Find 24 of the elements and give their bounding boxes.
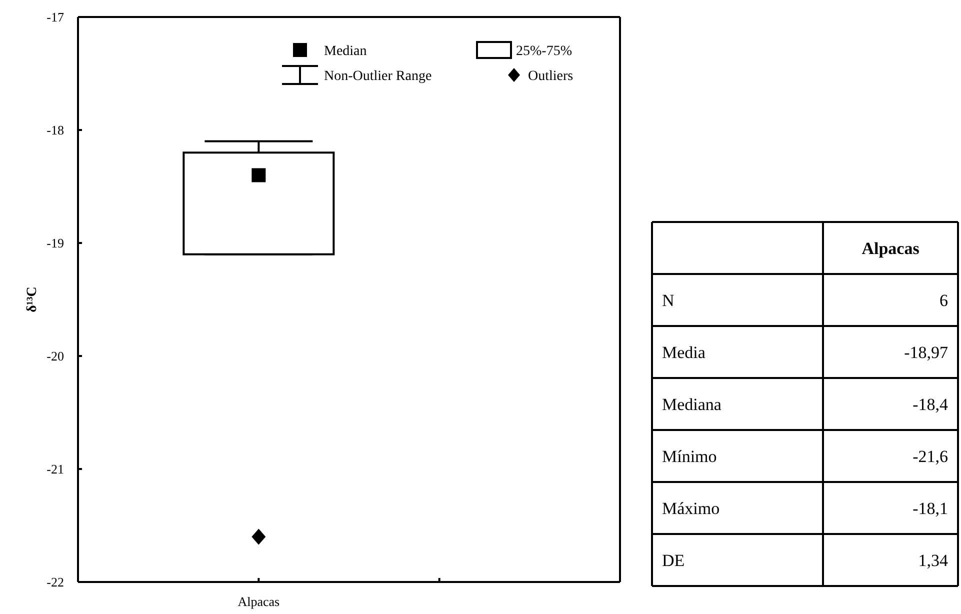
- annotation: Median: [324, 44, 367, 59]
- category-label: Alpacas: [862, 238, 920, 258]
- y-tick-label: -22: [46, 574, 64, 590]
- annotation: 25%-75%: [516, 44, 572, 59]
- category-label: Máximo: [662, 498, 720, 518]
- text: -21,6: [912, 446, 948, 466]
- category-label: Mínimo: [662, 446, 717, 466]
- annotation: Non-Outlier Range: [324, 68, 432, 84]
- text: -18,97: [904, 342, 948, 362]
- category-label: DE: [662, 550, 685, 570]
- category-label: Mediana: [662, 394, 722, 414]
- text: -18,4: [912, 394, 948, 414]
- y-tick-label: -18: [46, 122, 64, 138]
- category-label: Media: [662, 342, 706, 362]
- category-label: N: [662, 290, 674, 310]
- text: 6: [940, 290, 948, 310]
- text: 1,34: [918, 550, 948, 570]
- y-tick-label: -21: [46, 462, 64, 477]
- y-tick-label: -20: [46, 348, 64, 364]
- y-tick-label: -19: [46, 236, 64, 251]
- annotation: Outliers: [528, 68, 574, 84]
- text: -18,1: [912, 498, 948, 518]
- y-axis-title: δ¹³C: [25, 286, 40, 312]
- y-tick-label: -17: [46, 10, 64, 25]
